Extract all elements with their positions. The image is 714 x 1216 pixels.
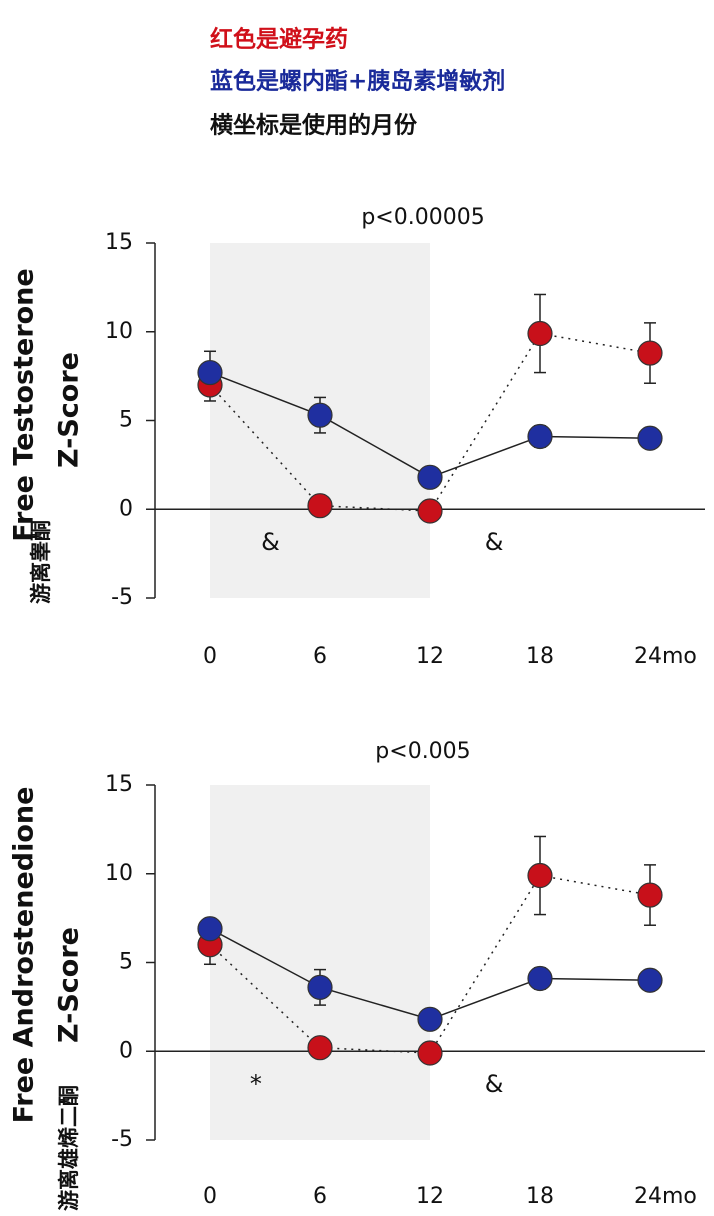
data-point [637,967,663,993]
y-tick-label: 0 [119,496,133,521]
annotation: & [485,1070,504,1098]
chart-title: p<0.005 [375,739,470,764]
y-axis-label-2: Z-Score [54,352,85,468]
data-point [417,498,443,524]
data-point [307,402,333,428]
y-tick-label: 5 [119,408,133,433]
y-axis-label-cn: 游离睾酮 [29,520,53,604]
data-point [307,1035,333,1061]
annotation: & [485,528,504,556]
header-line: 蓝色是螺内酯+胰岛素增敏剂 [210,68,505,95]
x-tick-label: 12 [416,1184,444,1209]
x-tick-label: 6 [313,644,327,669]
data-point [197,916,223,942]
data-point [307,493,333,519]
data-point [637,425,663,451]
x-tick-label: 18 [526,1184,554,1209]
header-line: 横坐标是使用的月份 [210,112,418,139]
y-axis-label: Free Androstenedione [9,787,40,1124]
annotation: * [250,1070,262,1098]
data-point [527,965,553,992]
y-tick-label: 5 [119,950,133,975]
y-tick-label: 15 [105,772,133,797]
x-tick-label: 24mo [634,1184,697,1209]
data-point [417,1040,443,1066]
data-point [527,320,553,347]
x-tick-label: 24mo [634,644,697,669]
annotation: & [261,528,280,556]
data-point [417,464,443,490]
y-axis-label-2: Z-Score [54,927,85,1043]
data-point [417,1006,443,1032]
data-point [307,974,333,1000]
x-tick-label: 0 [203,644,217,669]
y-tick-label: 10 [105,861,133,886]
data-point [527,862,553,889]
shaded-region [210,785,430,1140]
x-tick-label: 18 [526,644,554,669]
x-tick-label: 12 [416,644,444,669]
y-tick-label: -5 [111,1127,133,1152]
header-line: 红色是避孕药 [210,26,348,53]
y-tick-label: 15 [105,230,133,255]
y-tick-label: 0 [119,1038,133,1063]
y-tick-label: -5 [111,585,133,610]
x-tick-label: 0 [203,1184,217,1209]
data-point [197,359,223,386]
y-axis-label: Free Testosterone [9,268,40,541]
data-point [637,340,663,366]
data-point [527,423,553,450]
y-axis-label-cn: 游离雄烯二酮 [57,1085,81,1211]
x-tick-label: 6 [313,1184,327,1209]
data-point [637,882,663,908]
y-tick-label: 10 [105,319,133,344]
chart-title: p<0.00005 [361,205,484,230]
